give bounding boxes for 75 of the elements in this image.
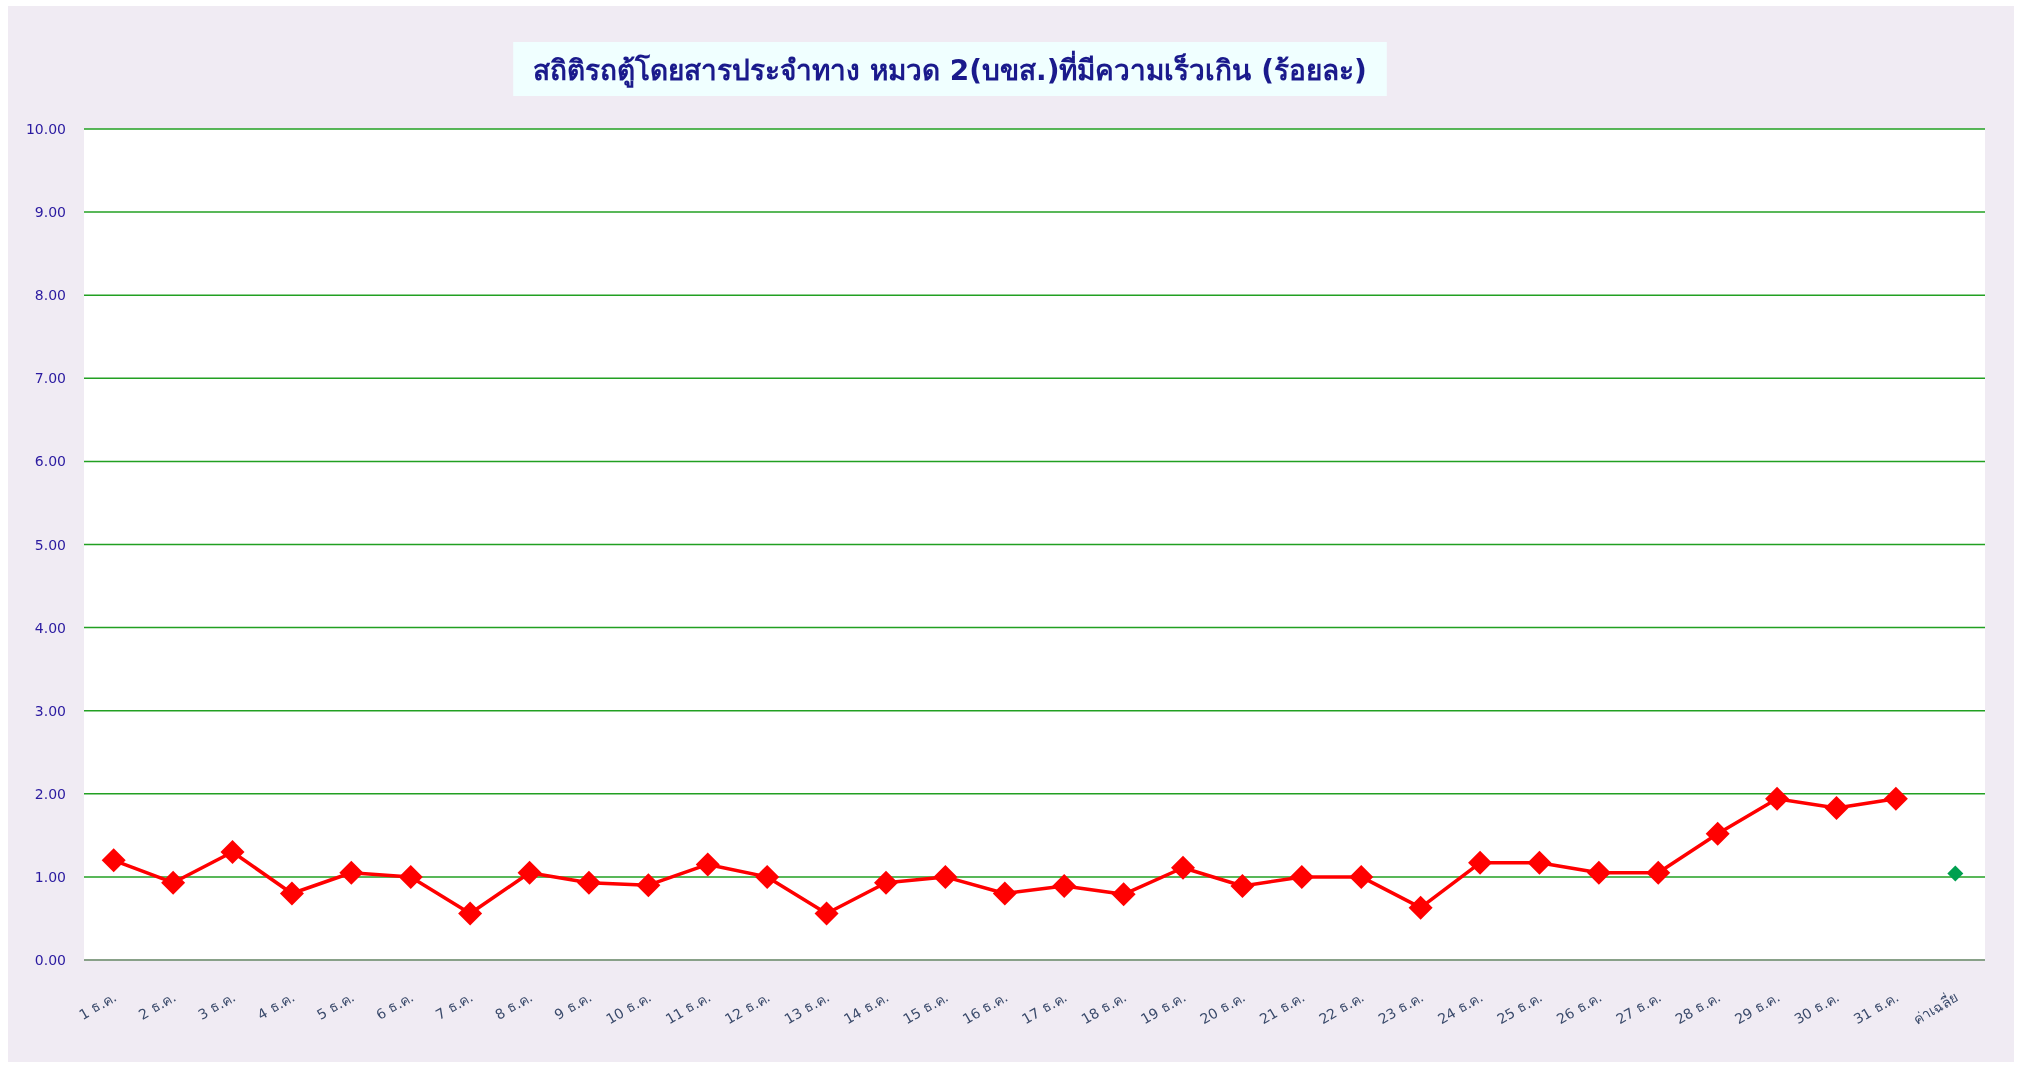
point [1824, 795, 1849, 820]
y-tick-label: 1.00 [34, 868, 66, 885]
x-tick-label: 10 ธ.ค. [603, 988, 654, 1028]
y-tick-label: 3.00 [34, 702, 66, 719]
point [161, 870, 186, 895]
x-tick-label: 7 ธ.ค. [432, 988, 476, 1023]
y-tick-label: 4.00 [34, 619, 66, 636]
x-tick-label: 29 ธ.ค. [1731, 988, 1783, 1028]
x-tick-label: 9 ธ.ค. [551, 988, 595, 1023]
x-tick-label: 16 ธ.ค. [959, 988, 1011, 1028]
point [814, 901, 839, 926]
point [1230, 874, 1255, 899]
point [458, 901, 483, 926]
point [220, 839, 245, 864]
point [755, 864, 780, 889]
point [576, 870, 601, 895]
x-tick-label: 27 ธ.ค. [1613, 988, 1664, 1028]
x-tick-label: 15 ธ.ค. [900, 988, 951, 1028]
x-tick-label: 2 ธ.ค. [135, 988, 179, 1023]
x-tick-label: 30 ธ.ค. [1791, 988, 1842, 1028]
x-tick-label: 14 ธ.ค. [840, 988, 892, 1028]
y-tick-label: 8.00 [34, 287, 66, 304]
x-tick-label: 1 ธ.ค. [76, 988, 120, 1023]
point [1289, 864, 1314, 889]
chart-title: สถิติรถตู้โดยสารประจำทาง หมวด 2(บขส.)ที่มีความเร็วเกิน (ร้อยละ) [533, 50, 1367, 88]
point [1408, 895, 1433, 920]
x-tick-label: 4 ธ.ค. [254, 988, 298, 1023]
x-tick-label: 24 ธ.ค. [1434, 988, 1486, 1028]
y-tick-label: 2.00 [34, 785, 66, 802]
x-tick-label: 23 ธ.ค. [1375, 988, 1427, 1028]
point [1947, 865, 1964, 882]
x-tick-label: 31 ธ.ค. [1850, 988, 1902, 1028]
point [1111, 882, 1136, 907]
x-tick-label: 11 ธ.ค. [662, 988, 714, 1028]
point [992, 881, 1017, 906]
x-tick-label: 17 ธ.ค. [1019, 988, 1070, 1028]
x-tick-label: 13 ธ.ค. [781, 988, 833, 1028]
point [695, 852, 720, 877]
point [398, 864, 423, 889]
y-tick-label: 5.00 [34, 536, 66, 553]
x-tick-label: 19 ธ.ค. [1137, 988, 1189, 1028]
point [279, 881, 304, 906]
y-tick-label: 6.00 [34, 453, 66, 470]
x-tick-label: 26 ธ.ค. [1553, 988, 1605, 1028]
point [101, 848, 126, 873]
point [1883, 786, 1908, 811]
point [933, 864, 958, 889]
point [1765, 786, 1790, 811]
point [1705, 821, 1730, 846]
x-tick-label: 12 ธ.ค. [722, 988, 773, 1028]
point [1349, 864, 1374, 889]
point [1527, 850, 1552, 875]
x-tick-label: 3 ธ.ค. [195, 988, 239, 1023]
x-tick-label: 21 ธ.ค. [1256, 988, 1308, 1028]
x-tick-label: 18 ธ.ค. [1078, 988, 1130, 1028]
x-tick-label: 28 ธ.ค. [1672, 988, 1724, 1028]
x-tick-label: 6 ธ.ค. [373, 988, 417, 1023]
point [339, 860, 364, 885]
point [636, 873, 661, 898]
point [517, 860, 542, 885]
point [1052, 874, 1077, 899]
point [1646, 860, 1671, 885]
y-tick-label: 7.00 [34, 370, 66, 387]
x-tick-label: 8 ธ.ค. [492, 988, 536, 1023]
point [1468, 850, 1493, 875]
y-tick-label: 0.00 [34, 952, 66, 968]
point [1586, 860, 1611, 885]
x-tick-label: 22 ธ.ค. [1316, 988, 1367, 1028]
point [873, 870, 898, 895]
x-tick-label: 5 ธ.ค. [313, 988, 357, 1023]
y-tick-label: 9.00 [34, 204, 66, 221]
x-tick-label: 20 ธ.ค. [1197, 988, 1248, 1028]
point [1171, 855, 1196, 880]
y-tick-label: 10.00 [25, 121, 66, 137]
x-tick-label: 25 ธ.ค. [1494, 988, 1545, 1028]
